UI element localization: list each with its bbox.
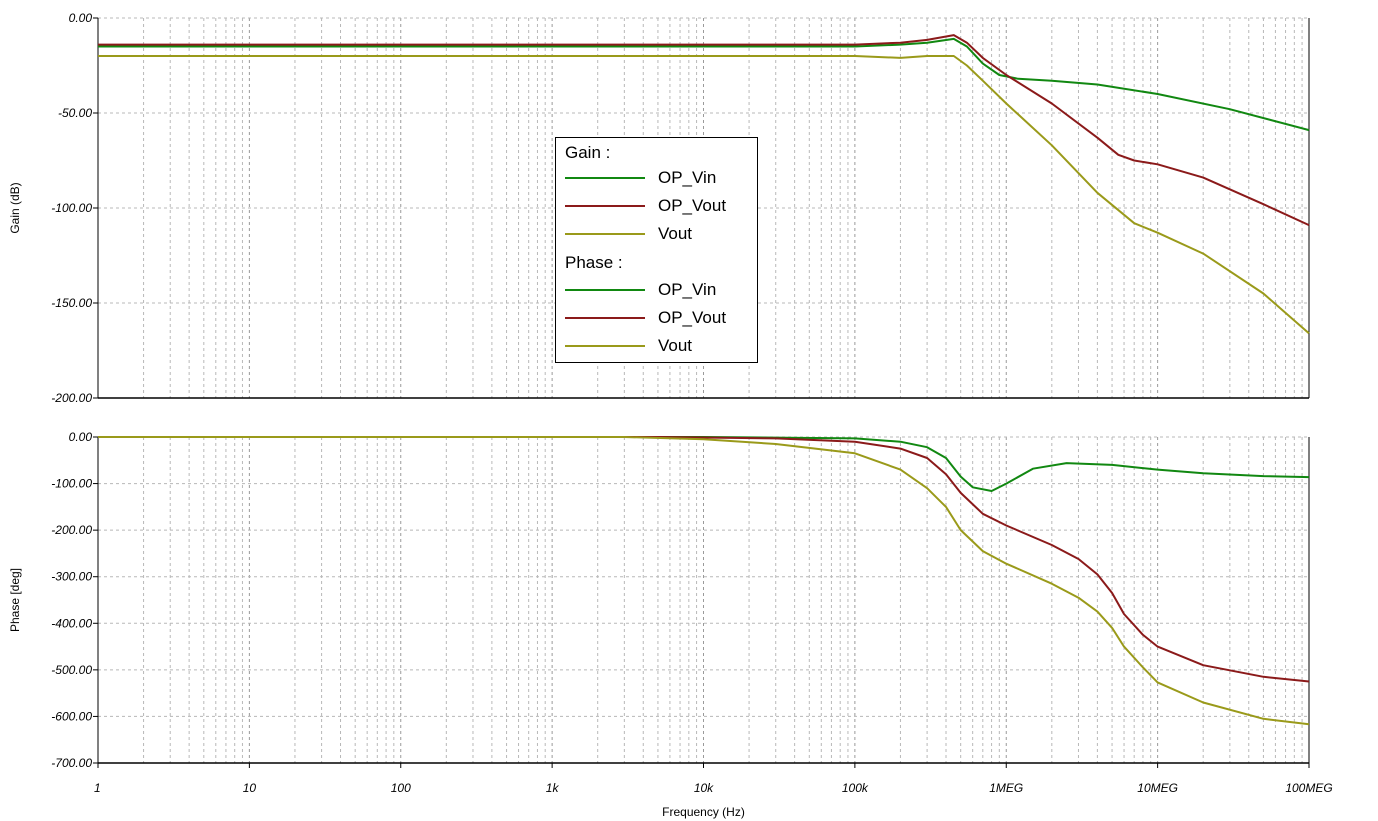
series-line-op_vin — [98, 436, 1310, 492]
legend-label: Vout — [658, 336, 693, 355]
y-tick-label: 0.00 — [69, 430, 93, 444]
x-tick-label: 10k — [694, 781, 714, 795]
legend: Gain : OP_Vin OP_Vout Vout Phase : OP_Vi… — [555, 137, 758, 363]
y-tick-label: -700.00 — [51, 756, 92, 770]
y-tick-label: -150.00 — [51, 296, 92, 310]
y-tick-label: -100.00 — [51, 201, 92, 215]
legend-swatch — [565, 345, 645, 347]
x-axis-label: Frequency (Hz) — [662, 805, 745, 819]
legend-label: OP_Vin — [658, 280, 717, 299]
x-tick-label: 100 — [391, 781, 411, 795]
legend-label: OP_Vout — [658, 196, 727, 215]
legend-phase-op-vout: OP_Vout — [565, 306, 755, 330]
legend-swatch — [565, 177, 645, 179]
y-tick-label: -300.00 — [51, 570, 92, 584]
y-tick-label: -50.00 — [58, 106, 92, 120]
legend-swatch — [565, 289, 645, 291]
x-tick-label: 10 — [243, 781, 257, 795]
x-tick-label: 100MEG — [1285, 781, 1332, 795]
x-tick-label: 100k — [842, 781, 869, 795]
x-tick-label: 1MEG — [989, 781, 1023, 795]
series-line-op_vout — [98, 436, 1310, 683]
gain-chart: 0.00 -50.00 -100.00 -150.00 -200.00 Gain (dB) — [8, 11, 1310, 405]
x-tick-label: 10MEG — [1137, 781, 1178, 795]
legend-gain-header: Gain : — [565, 143, 611, 162]
legend-swatch — [565, 233, 645, 235]
y-tick-label: -600.00 — [51, 709, 92, 723]
legend-gain-vout: Vout — [565, 222, 755, 246]
legend-swatch — [565, 205, 645, 207]
series-line-vout — [98, 55, 1310, 335]
legend-label: Vout — [658, 224, 693, 243]
y-tick-label: -400.00 — [51, 616, 92, 630]
y-tick-label: -100.00 — [51, 477, 92, 491]
y-tick-label: 0.00 — [69, 11, 93, 25]
x-tick-label: 1 — [94, 781, 101, 795]
y-tick-label: -200.00 — [51, 523, 92, 537]
legend-swatch — [565, 317, 645, 319]
series-line-vout — [98, 436, 1310, 726]
legend-label: OP_Vin — [658, 168, 717, 187]
x-tick-label: 1k — [546, 781, 560, 795]
series-line-op_vout — [98, 34, 1310, 227]
legend-phase-header: Phase : — [565, 253, 623, 272]
y-tick-label: -500.00 — [51, 663, 92, 677]
series-line-op_vin — [98, 37, 1310, 132]
legend-phase-op-vin: OP_Vin — [565, 278, 755, 302]
legend-label: OP_Vout — [658, 308, 727, 327]
y-axis-label: Gain (dB) — [8, 182, 22, 233]
phase-chart: 0.00 -100.00 -200.00 -300.00 -400.00 -500.00 -… — [8, 430, 1333, 795]
y-tick-label: -200.00 — [51, 391, 92, 405]
y-axis-label: Phase [deg] — [8, 568, 22, 632]
legend-gain-op-vout: OP_Vout — [565, 194, 755, 218]
legend-gain-op-vin: OP_Vin — [565, 166, 755, 190]
legend-phase-vout: Vout — [565, 334, 755, 358]
